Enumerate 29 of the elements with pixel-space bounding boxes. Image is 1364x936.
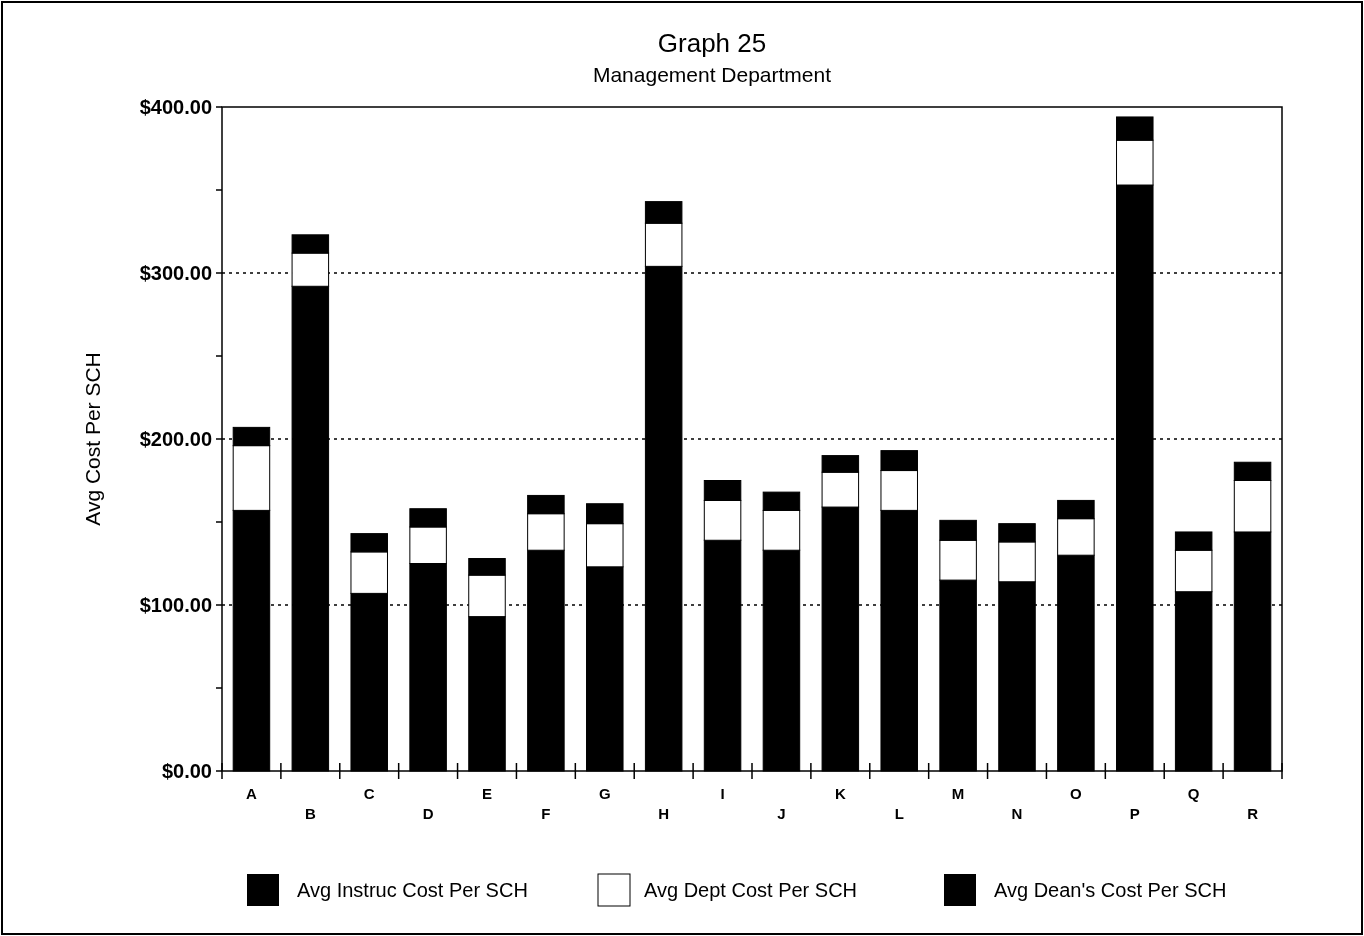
x-tick-label: P (1129, 805, 1140, 822)
x-tick-label: C (363, 785, 375, 802)
x-tick-label: G (598, 785, 611, 802)
legend-label: Avg Dept Cost Per SCH (644, 879, 858, 901)
y-tick-label: $0.00 (161, 760, 212, 782)
x-tick-label: B (304, 805, 316, 822)
y-tick-label: $300.00 (139, 262, 212, 284)
chart-subtitle: Management Department (592, 63, 832, 86)
x-tick-label: R (1247, 805, 1259, 822)
x-tick-label: M (951, 785, 965, 802)
x-tick-label: Q (1187, 785, 1200, 802)
x-tick-label: O (1070, 785, 1083, 802)
x-tick-label: J (777, 805, 786, 822)
chart-title: Graph 25 (657, 28, 767, 58)
x-tick-label: H (658, 805, 670, 822)
y-axis-title: Avg Cost Per SCH (81, 352, 104, 526)
x-tick-label: L (894, 805, 904, 822)
x-tick-label: K (834, 785, 846, 802)
y-tick-label: $100.00 (139, 594, 212, 616)
legend-label: Avg Instruc Cost Per SCH (297, 879, 528, 901)
x-tick-label: I (720, 785, 725, 802)
legend-label: Avg Dean's Cost Per SCH (994, 879, 1227, 901)
x-tick-label: N (1011, 805, 1023, 822)
x-tick-label: E (481, 785, 493, 802)
x-tick-label: A (246, 785, 258, 802)
x-tick-label: D (422, 805, 434, 822)
x-tick-label: F (541, 805, 551, 822)
y-tick-label: $400.00 (139, 96, 212, 118)
y-tick-label: $200.00 (139, 428, 212, 450)
